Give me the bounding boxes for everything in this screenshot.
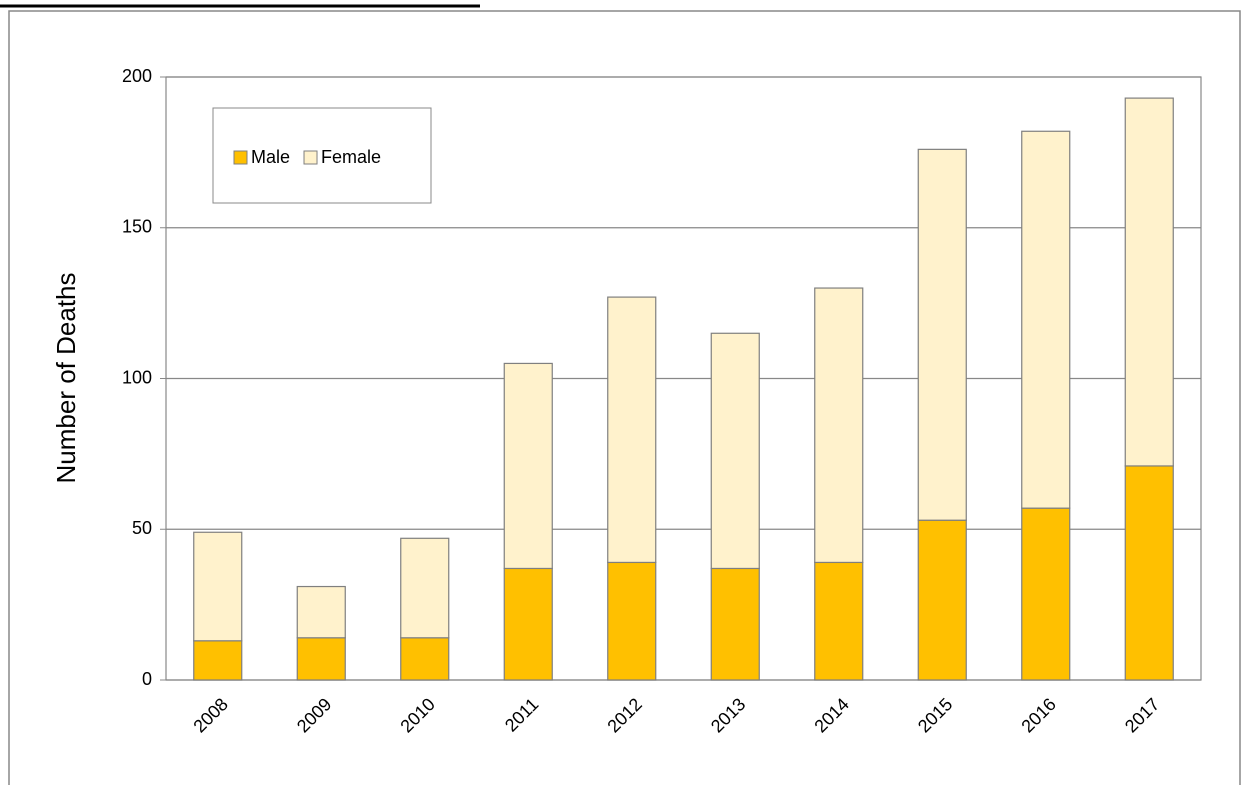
bar-segment — [1021, 507, 1071, 681]
bar-segment — [1124, 465, 1174, 681]
bar-segment — [710, 567, 760, 681]
bar-segment — [503, 567, 553, 681]
bar-segment — [814, 287, 864, 564]
bar-segment — [193, 640, 243, 681]
bar-segment — [607, 296, 657, 564]
bar-segment — [400, 637, 450, 681]
bar-segment — [1021, 130, 1071, 509]
legend-label: Female — [321, 147, 381, 167]
bar-segment — [814, 561, 864, 681]
plot-area — [165, 76, 1202, 681]
y-tick-label: 100 — [122, 367, 152, 387]
bar-segment — [503, 362, 553, 570]
bar-segment — [917, 148, 967, 521]
legend-label: Male — [251, 147, 290, 167]
y-tick-label: 150 — [122, 217, 152, 237]
y-axis-title: Number of Deaths — [51, 273, 81, 484]
legend-swatch — [233, 150, 248, 165]
bar-segment — [917, 519, 967, 681]
y-tick-label: 0 — [142, 669, 152, 689]
bar-segment — [296, 637, 346, 681]
bar-segment — [607, 561, 657, 681]
y-tick-label: 200 — [122, 66, 152, 86]
legend-box — [212, 107, 432, 204]
bar-segment — [400, 537, 450, 639]
bar-segment — [710, 332, 760, 570]
bar-segment — [296, 585, 346, 639]
bar-segment — [193, 531, 243, 642]
frame — [8, 10, 1241, 785]
legend-swatch — [303, 150, 318, 165]
y-tick-label: 50 — [132, 518, 152, 538]
bar-segment — [1124, 97, 1174, 467]
